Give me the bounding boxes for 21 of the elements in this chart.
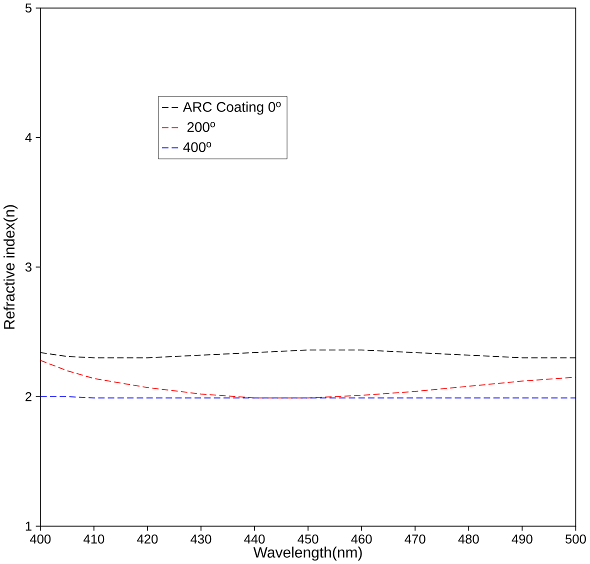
legend-label: 400$^{o}$ — [183, 142, 212, 152]
legend-label: ARC Coating 0$^{o}$ — [182, 102, 281, 115]
x-tick-label: 420 — [137, 534, 158, 544]
y-axis-title: Refractive index(n) — [4, 205, 18, 329]
y-tick-label: 3 — [25, 262, 32, 272]
x-tick-label: 480 — [458, 534, 479, 544]
x-tick-label: 500 — [566, 534, 586, 544]
x-tick-label: 460 — [351, 534, 372, 544]
x-tick-label: 490 — [512, 534, 532, 544]
x-tick-label: 430 — [190, 534, 212, 544]
x-axis-title: Wavelength(nm) — [253, 546, 362, 561]
x-tick-label: 440 — [244, 534, 265, 544]
legend-label: 200$^{o}$ — [187, 122, 215, 132]
x-tick-label: 470 — [404, 534, 426, 544]
y-tick-label: 5 — [25, 3, 32, 12]
x-tick-label: 410 — [84, 534, 104, 544]
x-tick-label: 450 — [298, 534, 318, 544]
y-tick-label: 1 — [26, 522, 32, 530]
x-tick-label: 400 — [30, 534, 51, 544]
y-tick-label: 4 — [25, 133, 32, 142]
y-tick-label: 2 — [26, 392, 32, 402]
